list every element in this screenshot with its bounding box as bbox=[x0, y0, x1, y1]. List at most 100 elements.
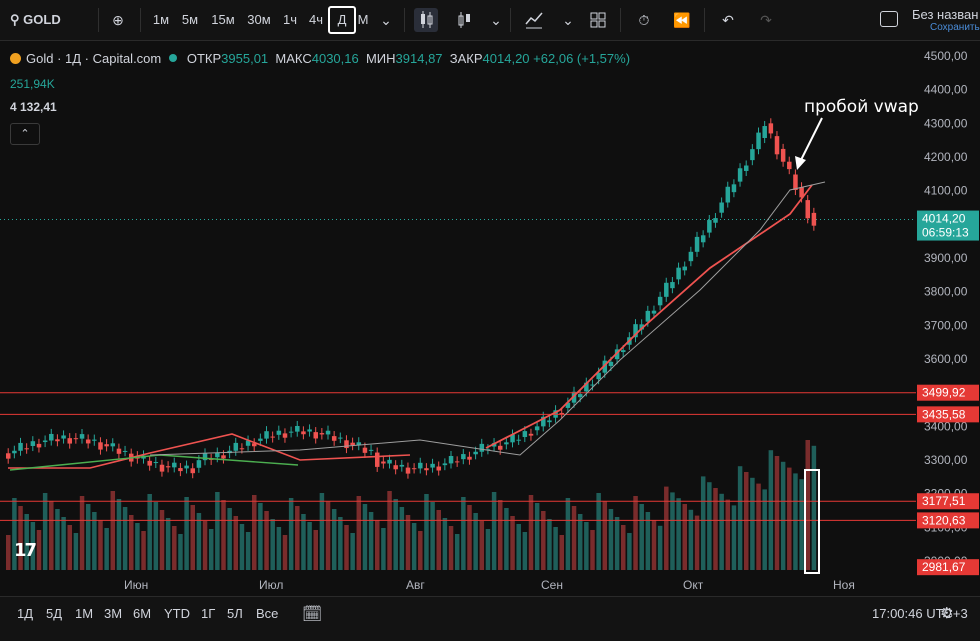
close-value: 4014,20 bbox=[482, 51, 530, 66]
time-axis-label: Авг bbox=[406, 578, 425, 592]
volume-bar bbox=[221, 500, 226, 570]
symbol-search[interactable]: ⚲ GOLD bbox=[10, 0, 61, 40]
save-link[interactable]: Сохранить bbox=[930, 22, 980, 33]
interval-15m[interactable]: 15м bbox=[211, 12, 235, 27]
candle-body bbox=[596, 372, 601, 380]
candle-body bbox=[559, 412, 564, 414]
candle-body bbox=[344, 440, 349, 449]
undo-icon[interactable]: ↶ bbox=[722, 12, 734, 28]
volume-bar bbox=[694, 515, 700, 570]
level-label: 3177,51 bbox=[917, 493, 979, 510]
interval-5m[interactable]: 5м bbox=[181, 12, 199, 27]
volume-bar bbox=[258, 503, 263, 570]
redo-icon[interactable]: ↷ bbox=[760, 12, 772, 28]
chart-canvas[interactable]: 4500,004400,004300,004200,004100,004000,… bbox=[0, 0, 980, 596]
candle-body bbox=[633, 324, 638, 338]
chevron-down-icon[interactable]: ⌄ bbox=[562, 12, 574, 28]
candle-body bbox=[215, 452, 220, 458]
candle-body bbox=[104, 444, 109, 447]
legend-title[interactable]: Gold · 1Д · Capital.com bbox=[26, 51, 162, 66]
save-layout-icon[interactable] bbox=[880, 11, 898, 27]
countdown-text: 06:59:13 bbox=[922, 226, 969, 240]
layout-grid-icon[interactable] bbox=[586, 8, 610, 32]
candles-icon[interactable] bbox=[414, 8, 438, 32]
interval-4h[interactable]: 4ч bbox=[308, 12, 323, 27]
volume-bar bbox=[731, 505, 737, 570]
layout-title[interactable]: Без назван bbox=[912, 7, 979, 22]
volume-bar bbox=[172, 526, 177, 570]
volume-bar bbox=[92, 512, 97, 570]
alert-icon[interactable]: ⏱ bbox=[638, 12, 650, 28]
chevron-down-icon[interactable]: ⌄ bbox=[490, 12, 502, 28]
interval-month[interactable]: М bbox=[357, 12, 369, 27]
price-tick: 3900,00 bbox=[924, 251, 968, 265]
range-all[interactable]: Все bbox=[256, 606, 279, 621]
candle-body bbox=[356, 442, 362, 446]
candle-body bbox=[73, 438, 79, 440]
range-6m[interactable]: 6М bbox=[133, 606, 152, 621]
price-tick: 3700,00 bbox=[924, 318, 968, 332]
candle-body bbox=[331, 436, 337, 441]
trend-line bbox=[485, 184, 813, 449]
chevron-down-icon[interactable]: ⌄ bbox=[380, 12, 392, 28]
candle-body bbox=[245, 440, 251, 446]
range-5y[interactable]: 5Л bbox=[227, 606, 243, 621]
interval-30m[interactable]: 30м bbox=[247, 12, 271, 27]
candle-body bbox=[375, 452, 380, 467]
volume-bar bbox=[510, 516, 515, 570]
price-tick: 4200,00 bbox=[924, 150, 968, 164]
level-label-bg bbox=[917, 512, 979, 529]
candle-body bbox=[461, 454, 466, 460]
add-symbol-icon[interactable]: ⊕ bbox=[112, 12, 124, 28]
volume-bar bbox=[633, 496, 638, 570]
candle-body bbox=[221, 455, 226, 459]
candle-body bbox=[276, 430, 282, 435]
candle-body bbox=[233, 442, 239, 451]
candle-body bbox=[405, 467, 411, 474]
candle-body bbox=[602, 360, 608, 373]
volume-bar bbox=[657, 525, 663, 570]
volume-bar bbox=[664, 486, 669, 570]
volume-bar bbox=[153, 502, 159, 570]
interval-1m[interactable]: 1м bbox=[152, 12, 170, 27]
tradingview-logo[interactable]: 17 bbox=[14, 540, 37, 561]
volume-bar bbox=[399, 507, 405, 570]
candle-body bbox=[153, 462, 159, 464]
range-1m[interactable]: 1М bbox=[75, 606, 94, 621]
range-ytd[interactable]: YTD bbox=[164, 606, 190, 621]
volume-bar bbox=[614, 517, 620, 570]
annotation-text[interactable]: пробой vwap bbox=[804, 97, 919, 117]
replay-icon[interactable]: ⏪ bbox=[673, 12, 691, 28]
candle-body bbox=[381, 461, 386, 464]
collapse-legend-button[interactable]: ⌃ bbox=[10, 123, 40, 145]
chart-type-icon[interactable] bbox=[452, 8, 476, 32]
interval-1h[interactable]: 1ч bbox=[282, 12, 297, 27]
candle-body bbox=[811, 212, 817, 226]
range-3m[interactable]: 3М bbox=[104, 606, 123, 621]
candle-body bbox=[510, 434, 515, 443]
volume-bar bbox=[227, 508, 232, 570]
candle-body bbox=[676, 267, 681, 280]
volume-bar bbox=[756, 483, 761, 570]
volume-bar bbox=[454, 534, 460, 570]
calendar-icon[interactable]: 🗓 bbox=[302, 606, 323, 623]
candle-body bbox=[98, 442, 103, 450]
candle-body bbox=[49, 433, 54, 441]
annotation-arrow bbox=[799, 117, 823, 163]
candle-body bbox=[639, 324, 644, 330]
candle-body bbox=[621, 350, 626, 353]
range-1d[interactable]: 1Д bbox=[17, 606, 34, 621]
volume-bar bbox=[405, 515, 411, 570]
interval-day[interactable]: Д bbox=[328, 6, 356, 34]
volume-bar bbox=[424, 494, 429, 570]
volume-bar bbox=[707, 482, 712, 570]
clock: 17:00:46 UTC+3 bbox=[872, 606, 968, 621]
settings-icon[interactable]: ⚙ bbox=[940, 605, 954, 622]
indicators-icon[interactable] bbox=[522, 8, 546, 32]
range-1y[interactable]: 1Г bbox=[201, 606, 216, 621]
volume-bar bbox=[737, 466, 743, 570]
candle-body bbox=[768, 123, 774, 134]
price-tick: 4400,00 bbox=[924, 83, 968, 97]
level-label-bg bbox=[917, 493, 979, 510]
range-5d[interactable]: 5Д bbox=[46, 606, 63, 621]
